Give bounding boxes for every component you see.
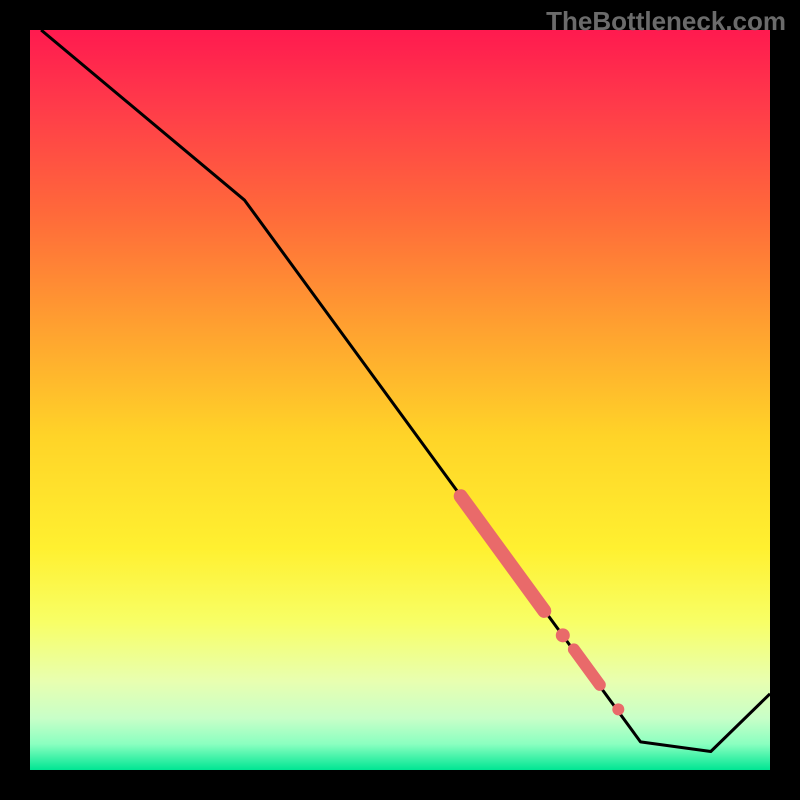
- plot-area: [30, 30, 770, 770]
- chart-svg: [30, 30, 770, 770]
- outer-frame: TheBottleneck.com: [0, 0, 800, 800]
- gradient-background: [30, 30, 770, 770]
- highlight-dot: [556, 628, 570, 642]
- watermark-text: TheBottleneck.com: [546, 6, 786, 37]
- highlight-dot: [612, 703, 624, 715]
